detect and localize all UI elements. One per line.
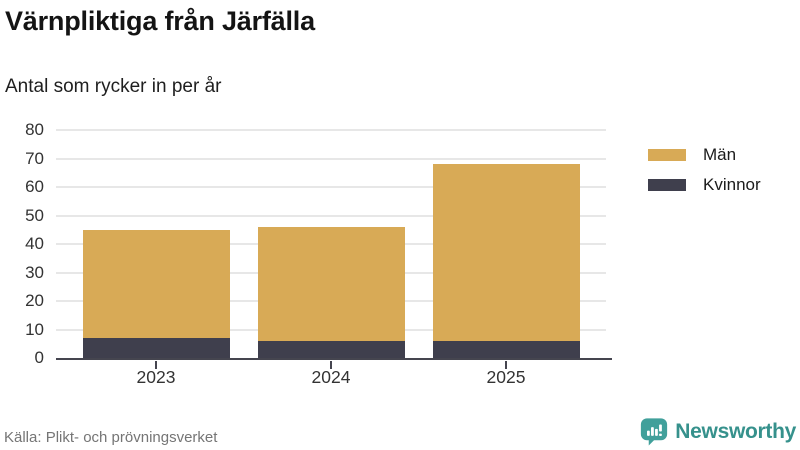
x-axis-tick: [505, 361, 507, 369]
bar-kvinnor-2024: [257, 340, 405, 358]
y-axis-tick-label: 20: [25, 291, 44, 310]
gridline: [56, 129, 606, 131]
chart-legend: Män Kvinnor: [648, 145, 761, 194]
legend-swatch: [648, 179, 686, 191]
legend-swatch: [648, 149, 686, 161]
legend-item: Män: [648, 145, 761, 164]
bar-chart-plot-area: [56, 129, 612, 369]
chart-subtitle: Antal som rycker in per år: [5, 76, 222, 97]
x-axis-tick: [330, 361, 332, 369]
x-axis-label: 2024: [311, 367, 351, 387]
x-axis-line: [56, 358, 612, 360]
y-axis-tick-label: 50: [25, 205, 44, 225]
gridline: [56, 186, 606, 188]
y-axis-tick-label: 30: [25, 262, 44, 282]
y-axis-tick-label: 60: [25, 177, 44, 196]
gridline: [56, 214, 606, 217]
source-note: Källa: Plikt- och prövningsverket: [4, 429, 218, 446]
y-axis: 0 10 20 30 40 50 60 70 80: [0, 120, 48, 367]
legend-label: Kvinnor: [703, 175, 761, 194]
y-axis-tick-label: 40: [25, 234, 44, 253]
legend-item: Kvinnor: [648, 175, 761, 194]
bar-män-2024: [257, 226, 405, 341]
legend-label: Män: [703, 145, 737, 164]
gridline: [56, 157, 606, 160]
y-axis-tick-label: 10: [25, 319, 44, 339]
x-axis-label: 2025: [486, 367, 526, 387]
chart-title: Värnpliktiga från Järfälla: [5, 6, 315, 36]
y-axis-tick-label: 80: [25, 120, 44, 139]
newsworthy-wordmark: Newsworthy: [675, 419, 796, 443]
x-axis-label: 2023: [136, 367, 176, 387]
bar-män-2023: [82, 229, 230, 339]
x-axis-tick: [155, 361, 157, 369]
newsworthy-brand: Newsworthy: [640, 417, 796, 446]
y-axis-tick-label: 70: [25, 148, 44, 168]
newsworthy-logo-icon: [641, 418, 668, 446]
bar-män-2025: [432, 164, 580, 341]
bar-kvinnor-2025: [432, 340, 580, 358]
bar-kvinnor-2023: [82, 338, 230, 358]
x-axis-labels: 2023 2024 2025: [56, 367, 606, 391]
y-axis-tick-label: 0: [34, 348, 44, 367]
